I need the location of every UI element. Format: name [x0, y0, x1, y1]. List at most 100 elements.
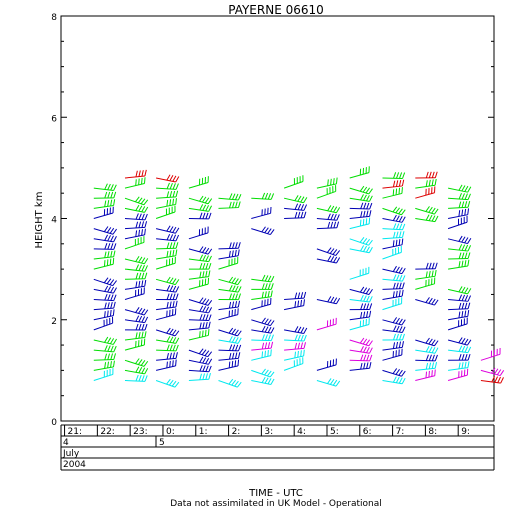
wind-barb: [415, 269, 437, 280]
wind-barb: [349, 294, 373, 303]
wind-barb: [156, 300, 178, 311]
wind-barb: [124, 221, 148, 230]
wind-barb: [188, 314, 212, 321]
wind-barb: [283, 357, 304, 371]
wind-barb: [349, 202, 373, 210]
x-axis-label: TIME - UTC: [248, 488, 303, 499]
wind-barb: [415, 214, 439, 223]
wind-barb: [448, 353, 471, 361]
wind-barb: [448, 309, 470, 321]
wind-barb: [480, 376, 504, 384]
hour-label: 4:: [297, 427, 306, 437]
wind-barb: [251, 290, 273, 300]
wind-barb: [124, 287, 145, 300]
wind-barb: [93, 360, 115, 371]
wind-barb: [382, 325, 406, 333]
wind-barb: [156, 249, 178, 260]
wind-barb: [349, 337, 373, 347]
hour-label: 8:: [428, 427, 437, 437]
hour-label: 3:: [264, 427, 273, 437]
wind-barb: [415, 362, 438, 371]
y-tick-label: 2: [51, 317, 57, 327]
wind-barb: [415, 206, 439, 215]
wind-barb: [188, 297, 213, 306]
wind-barb: [124, 374, 148, 382]
wind-barb: [382, 289, 404, 300]
wind-barb: [415, 354, 438, 362]
wind-barb: [448, 252, 471, 260]
wind-barb: [382, 223, 406, 231]
wind-barb: [316, 205, 341, 214]
wind-barb: [188, 204, 212, 212]
wind-barb: [93, 368, 114, 381]
wind-barb: [188, 254, 212, 263]
wind-barb: [251, 297, 272, 311]
wind-barb: [382, 265, 406, 275]
wind-barb: [415, 262, 438, 270]
wind-barb: [93, 285, 117, 294]
wind-barb: [93, 250, 116, 260]
wind-barb: [188, 329, 210, 341]
wind-barb: [349, 303, 373, 311]
wind-barb: [124, 272, 148, 280]
wind-barb: [124, 228, 146, 240]
wind-barb: [382, 246, 402, 260]
wind-barb: [349, 185, 373, 195]
wind-barb: [349, 245, 373, 254]
wind-barb: [448, 200, 471, 209]
date-row-day-start: 4: [63, 438, 69, 448]
wind-barb: [349, 217, 371, 230]
wind-barb: [93, 206, 114, 219]
wind-barb: [448, 294, 472, 302]
y-tick-label: 4: [51, 216, 57, 226]
wind-barb: [316, 177, 338, 189]
wind-barb: [382, 172, 406, 179]
wind-barb: [349, 362, 372, 371]
wind-barb: [382, 206, 406, 216]
wind-barb: [251, 341, 274, 351]
wind-barb: [93, 226, 118, 235]
wind-barb: [284, 299, 305, 311]
wind-barb: [251, 192, 275, 200]
wind-barb: [382, 187, 403, 199]
wind-barb: [93, 309, 115, 321]
hour-label: 2:: [232, 427, 241, 437]
hour-label: 0:: [166, 427, 175, 437]
wind-barb: [415, 186, 436, 199]
wind-barb: [447, 368, 469, 381]
wind-barb: [218, 193, 242, 201]
wind-barb: [188, 356, 213, 365]
wind-barb: [251, 226, 275, 236]
wind-barb: [124, 279, 147, 290]
wind-barb: [124, 264, 148, 272]
wind-barb: [124, 323, 148, 331]
wind-barb: [448, 345, 472, 354]
wind-barb: [382, 317, 406, 326]
wind-barb: [316, 378, 341, 387]
chart-title: PAYERNE 06610: [228, 3, 324, 17]
wind-barb: [188, 270, 211, 280]
wind-barb: [349, 286, 373, 295]
wind-barb: [124, 338, 146, 351]
footnote: Data not assimilated in UK Model - Opera…: [170, 499, 381, 509]
wind-barb: [218, 378, 242, 388]
wind-barb: [124, 177, 146, 189]
wind-barb: [124, 331, 147, 341]
wind-barb: [124, 204, 149, 213]
wind-barb: [480, 367, 505, 377]
y-tick-label: 6: [51, 114, 57, 124]
wind-barb: [93, 294, 117, 302]
wind-barb: [415, 171, 438, 179]
wind-barb: [156, 190, 179, 199]
wind-barb: [349, 237, 373, 246]
wind-barb: [284, 211, 307, 219]
wind-barb: [447, 215, 468, 230]
date-row-year: 2004: [63, 460, 86, 470]
wind-barb: [156, 344, 179, 352]
wind-barb: [188, 321, 211, 331]
wind-barb: [124, 213, 148, 221]
wind-barb: [124, 358, 149, 367]
wind-barb: [316, 296, 341, 305]
wind-barb: [316, 221, 340, 230]
wind-barb: [382, 341, 404, 351]
